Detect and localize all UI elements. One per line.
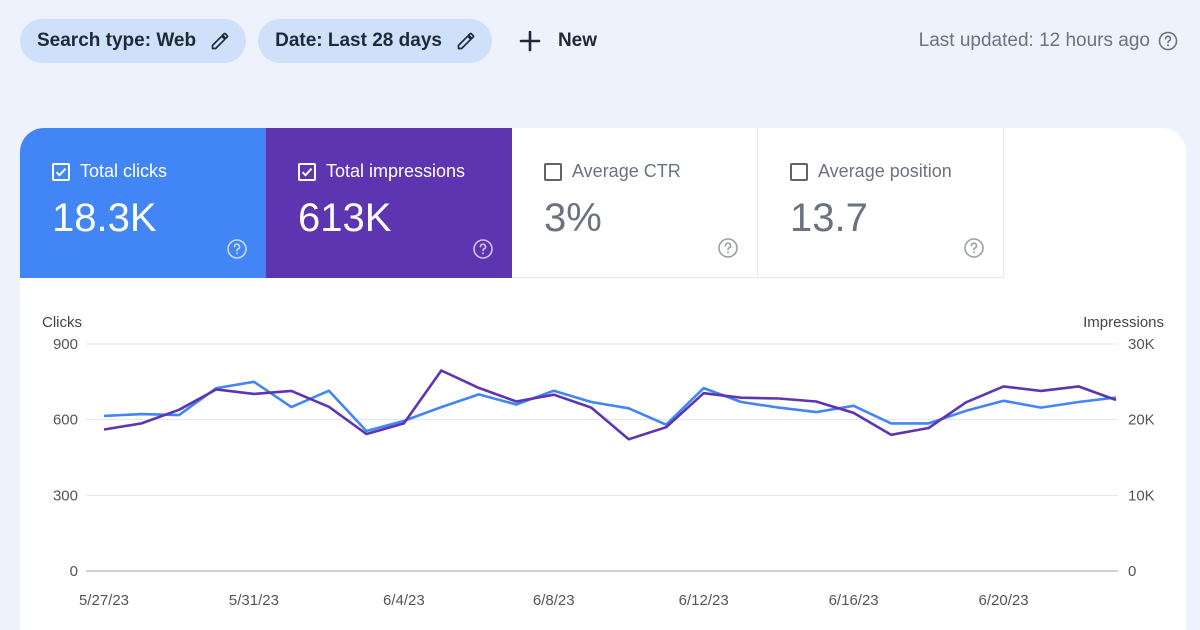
edit-pencil-icon (210, 31, 230, 51)
x-tick-label: 5/27/23 (79, 592, 129, 609)
metric-value: 13.7 (790, 196, 868, 240)
checkbox-unchecked-icon[interactable] (544, 162, 562, 181)
right-tick-label: 30K (1128, 336, 1155, 353)
x-tick-label: 6/4/23 (383, 592, 425, 609)
metric-average-ctr[interactable]: Average CTR 3% (512, 128, 758, 278)
right-tick-label: 20K (1128, 412, 1155, 429)
left-axis-title: Clicks (42, 314, 82, 331)
x-tick-label: 6/16/23 (829, 592, 879, 609)
metric-value: 18.3K (52, 196, 157, 240)
x-tick-label: 6/20/23 (979, 592, 1029, 609)
checkbox-unchecked-icon[interactable] (790, 162, 808, 181)
x-tick-label: 6/12/23 (679, 592, 729, 609)
date-range-chip-label: Date: Last 28 days (275, 30, 442, 51)
plus-icon (518, 29, 542, 53)
metric-total-clicks[interactable]: Total clicks 18.3K (20, 128, 266, 278)
help-icon[interactable] (1158, 31, 1178, 51)
help-icon[interactable] (472, 238, 494, 260)
left-tick-label: 0 (70, 563, 78, 580)
metric-value: 613K (298, 196, 392, 240)
checkbox-checked-icon[interactable] (52, 162, 70, 181)
impressions-series-line (103, 369, 1117, 441)
metric-label: Total clicks (80, 161, 168, 181)
left-tick-label: 300 (53, 487, 78, 504)
metric-label: Average position (818, 161, 952, 181)
right-axis-title: Impressions (1083, 314, 1164, 331)
right-tick-label: 0 (1128, 563, 1136, 580)
performance-chart: Clicks Impressions 900 30K 600 20K 300 10K 0 0 5/2… (20, 278, 1186, 630)
search-type-chip-label: Search type: Web (37, 30, 197, 51)
last-updated-text: Last updated: 12 hours ago (918, 30, 1150, 51)
date-range-chip[interactable]: Date: Last 28 days (258, 19, 492, 63)
clicks-series-line (103, 380, 1117, 433)
help-icon[interactable] (717, 237, 739, 259)
new-filter-button[interactable]: New (504, 19, 607, 63)
help-icon[interactable] (226, 238, 248, 260)
x-tick-label: 5/31/23 (229, 592, 279, 609)
search-type-chip[interactable]: Search type: Web (20, 19, 247, 63)
toolbar: Search type: Web Date: Last 28 days New (20, 19, 607, 63)
help-icon[interactable] (963, 237, 985, 259)
checkbox-checked-icon[interactable] (298, 162, 316, 181)
metric-average-position[interactable]: Average position 13.7 (758, 128, 1004, 278)
performance-card: Total clicks 18.3K Total impressions 613… (20, 128, 1186, 630)
metric-tabs: Total clicks 18.3K Total impressions 613… (20, 128, 1004, 278)
edit-pencil-icon (456, 31, 476, 51)
metric-value: 3% (544, 196, 602, 240)
x-tick-label: 6/8/23 (533, 592, 575, 609)
left-tick-label: 600 (53, 412, 78, 429)
left-tick-label: 900 (53, 336, 78, 353)
metric-label: Total impressions (326, 161, 466, 181)
new-filter-label: New (557, 30, 598, 51)
last-updated: Last updated: 12 hours ago (919, 30, 1178, 52)
metric-label: Average CTR (572, 161, 681, 181)
right-tick-label: 10K (1128, 487, 1155, 504)
metric-total-impressions[interactable]: Total impressions 613K (266, 128, 512, 278)
